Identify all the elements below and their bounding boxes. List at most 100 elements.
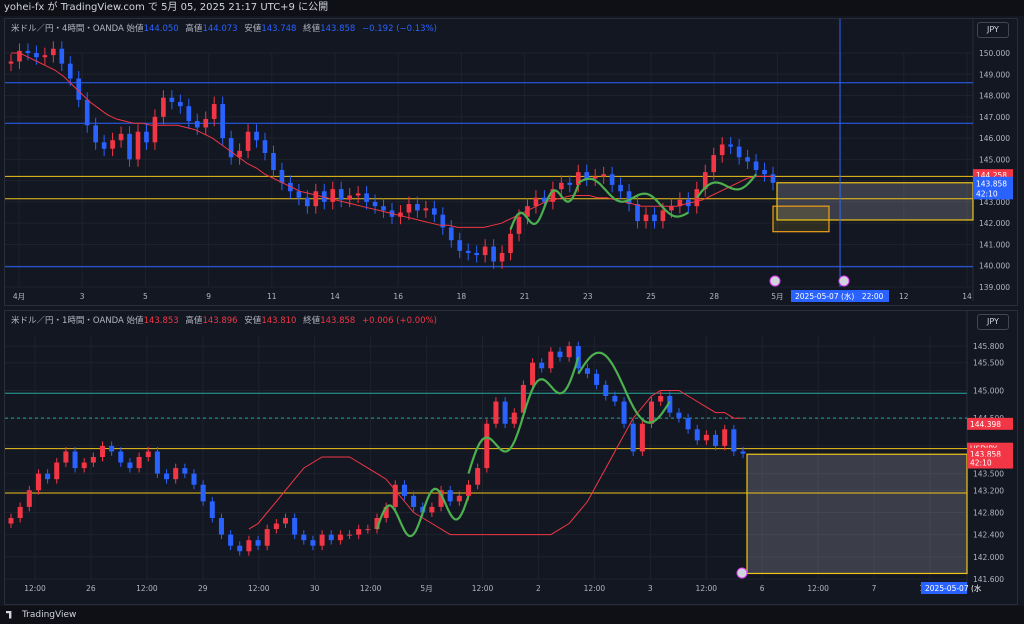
candle-body bbox=[731, 429, 737, 452]
x-tick-label: 6 bbox=[760, 584, 765, 593]
candle-body bbox=[264, 529, 270, 546]
candle-body bbox=[722, 429, 728, 446]
candle-body bbox=[584, 172, 590, 179]
candle-body bbox=[17, 50, 22, 62]
y-tick-label: 150.000 bbox=[979, 49, 1010, 58]
candle-body bbox=[539, 362, 545, 369]
close-label: 終値 bbox=[303, 316, 321, 326]
candle-body bbox=[745, 157, 750, 162]
date-tag-background bbox=[921, 582, 967, 594]
y-tick-label: 142.000 bbox=[979, 219, 1010, 228]
candle-body bbox=[145, 451, 151, 457]
candle-body bbox=[282, 518, 289, 524]
candle-body bbox=[502, 401, 508, 424]
candle-body bbox=[736, 146, 742, 158]
wave-pattern-line bbox=[695, 173, 757, 199]
candle-body bbox=[635, 204, 640, 222]
x-tick-label: 29 bbox=[198, 584, 208, 593]
y-tick-label: 145.000 bbox=[973, 386, 1004, 395]
wave-pattern-line bbox=[577, 177, 689, 218]
symbol-legend-1h: 米ドル／円・1時間・OANDA 始値143.853 高値143.896 安値14… bbox=[11, 314, 437, 326]
date-tag-label: 2025-05-07 (水) 22:00 bbox=[795, 291, 884, 301]
candle-body bbox=[411, 495, 417, 507]
chart-1h-canvas[interactable]: 145.800145.500145.000144.500144.000143.5… bbox=[5, 311, 1017, 604]
candle-body bbox=[292, 518, 298, 535]
candle-body bbox=[728, 144, 733, 147]
y-tick-label: 149.000 bbox=[979, 70, 1010, 79]
candle-body bbox=[432, 208, 437, 215]
candle-body bbox=[93, 125, 98, 143]
price-tag-label: 144.258 bbox=[976, 171, 1007, 180]
candle-body bbox=[677, 199, 683, 207]
candle-body bbox=[17, 506, 23, 518]
y-tick-label: 141.600 bbox=[973, 575, 1004, 584]
candle-body bbox=[703, 434, 709, 441]
candle-body bbox=[245, 131, 251, 151]
candle-body bbox=[211, 104, 217, 119]
wave-pattern-line bbox=[577, 351, 671, 424]
candle-body bbox=[559, 182, 564, 190]
candle-body bbox=[228, 534, 234, 546]
y-tick-label: 142.000 bbox=[973, 553, 1004, 562]
candle-body bbox=[374, 518, 380, 530]
candle-body bbox=[398, 212, 403, 217]
economic-event-flag-icon bbox=[838, 275, 850, 287]
candle-body bbox=[457, 240, 463, 251]
open-value: 144.050 bbox=[143, 24, 179, 34]
candle-body bbox=[566, 346, 572, 358]
candle-body bbox=[101, 142, 107, 149]
currency-button[interactable]: JPY bbox=[977, 22, 1009, 38]
date-tag-label: 2025-05-07 (水 bbox=[925, 583, 982, 593]
chart-pane-4h[interactable]: 150.000 149.000 148.000 147.000 146.000 145.0… bbox=[4, 18, 1018, 306]
price-tag-label: 143.858 bbox=[976, 180, 1007, 189]
candle-body bbox=[557, 351, 563, 358]
x-tick-label: 12:00 bbox=[24, 584, 46, 593]
candle-body bbox=[499, 252, 505, 262]
candle-body bbox=[508, 233, 513, 253]
candle-body bbox=[770, 174, 776, 183]
currency-button[interactable]: JPY bbox=[977, 314, 1009, 330]
candle-body bbox=[567, 182, 573, 185]
price-tag-label: 42:10 bbox=[970, 459, 992, 468]
candle-body bbox=[279, 170, 285, 183]
low-label: 安値 bbox=[244, 24, 262, 34]
y-tick-label: 143.500 bbox=[973, 470, 1004, 479]
chart-pane-1h[interactable]: 145.800145.500145.000144.500144.000143.5… bbox=[4, 310, 1018, 605]
candle-body bbox=[612, 396, 618, 402]
candle-body bbox=[154, 451, 160, 474]
x-tick-label: 5月 bbox=[771, 292, 783, 301]
y-tick-label: 142.800 bbox=[973, 508, 1004, 517]
candle-body bbox=[542, 197, 547, 202]
candle-body bbox=[415, 204, 420, 211]
x-tick-label: 14 bbox=[962, 292, 972, 301]
y-tick-label: 146.000 bbox=[979, 134, 1010, 143]
price-tag-background bbox=[973, 177, 1013, 190]
close-value: 143.858 bbox=[320, 24, 356, 34]
candle-body bbox=[355, 193, 361, 196]
x-tick-label: 3 bbox=[80, 292, 85, 301]
y-tick-label: 145.000 bbox=[979, 155, 1010, 164]
wave-pattern-line bbox=[467, 356, 580, 474]
candle-body bbox=[401, 484, 407, 496]
y-tick-label: 145.500 bbox=[973, 359, 1004, 368]
candle-body bbox=[669, 206, 674, 211]
low-label: 安値 bbox=[244, 316, 262, 326]
moving-average-line bbox=[248, 390, 743, 536]
candle-body bbox=[676, 412, 682, 419]
candle-body bbox=[109, 445, 115, 452]
price-tag-background bbox=[967, 456, 1013, 469]
symbol-name: 米ドル／円・1時間・OANDA bbox=[11, 316, 124, 326]
candle-body bbox=[136, 457, 142, 469]
x-tick-label: 30 bbox=[310, 584, 320, 593]
high-label: 高値 bbox=[185, 316, 203, 326]
price-tag-background bbox=[973, 187, 1013, 200]
candle-body bbox=[54, 462, 60, 480]
candle-body bbox=[51, 48, 56, 56]
candle-body bbox=[660, 210, 666, 222]
candle-body bbox=[200, 484, 206, 502]
candle-body bbox=[592, 176, 598, 179]
candle-body bbox=[484, 423, 490, 469]
candle-body bbox=[465, 250, 471, 253]
price-tag-background bbox=[967, 417, 1013, 430]
chart-4h-canvas[interactable]: 150.000 149.000 148.000 147.000 146.000 145.0… bbox=[5, 19, 1017, 305]
